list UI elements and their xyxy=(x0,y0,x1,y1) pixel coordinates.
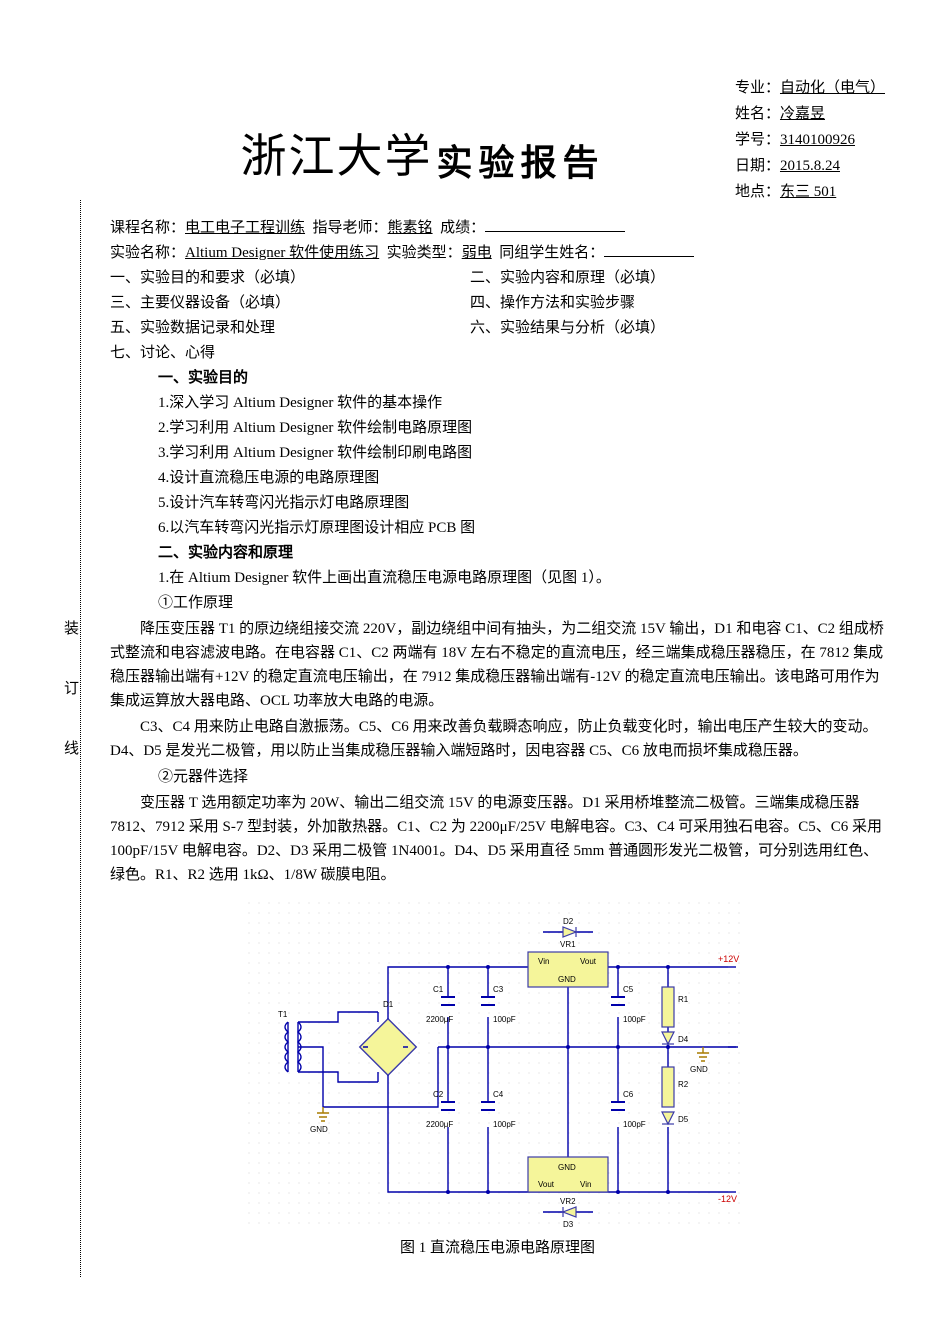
title-row: 浙江大学 实验报告 xyxy=(110,120,735,186)
lbl-c4v: 100pF xyxy=(493,1120,516,1129)
meta-box: 专业：自动化（电气） 姓名：冷嘉昱 学号：3140100926 日期：2015.… xyxy=(735,75,885,205)
meta-id-value: 3140100926 xyxy=(780,132,855,148)
sec2-p0: 1.在 Altium Designer 软件上画出直流稳压电源电路原理图（见图 … xyxy=(110,566,885,590)
lbl-vr1-vin: Vin xyxy=(538,957,549,966)
course-value: 电工电子工程训练 xyxy=(185,220,305,236)
lbl-c6v: 100pF xyxy=(623,1120,646,1129)
meta-date-value: 2015.8.24 xyxy=(780,158,840,174)
lbl-c6: C6 xyxy=(623,1090,634,1099)
figure-1-caption: 图 1 直流稳压电源电路原理图 xyxy=(110,1236,885,1260)
outline-l1: 一、实验目的和要求（必填） xyxy=(110,266,470,290)
sec1-i6: 6.以汽车转弯闪光指示灯原理图设计相应 PCB 图 xyxy=(110,516,885,540)
sec1-i5: 5.设计汽车转弯闪光指示灯电路原理图 xyxy=(110,491,885,515)
outline-l4: 七、讨论、心得 xyxy=(110,341,885,365)
binding-ding: 订 xyxy=(60,680,81,695)
lbl-d4: D4 xyxy=(678,1035,689,1044)
partner-label: 同组学生姓名： xyxy=(499,245,604,261)
partner-blank xyxy=(604,241,694,257)
lbl-c5: C5 xyxy=(623,985,634,994)
teacher-label: 指导老师： xyxy=(313,220,388,236)
lbl-c1: C1 xyxy=(433,985,444,994)
sec1-i4: 4.设计直流稳压电源的电路原理图 xyxy=(110,466,885,490)
lbl-d1: D1 xyxy=(383,1000,394,1009)
lbl-d5: D5 xyxy=(678,1115,689,1124)
lbl-c1v: 2200μF xyxy=(426,1015,453,1024)
course-label: 课程名称： xyxy=(110,220,185,236)
lbl-n12: -12V xyxy=(718,1194,737,1204)
outline-l3: 五、实验数据记录和处理 xyxy=(110,316,470,340)
lbl-r2: R2 xyxy=(678,1080,689,1089)
outline-r3: 六、实验结果与分析（必填） xyxy=(470,316,830,340)
binding-xian: 线 xyxy=(60,740,81,755)
lbl-t1: T1 xyxy=(278,1010,288,1019)
page: 装 订 线 专业：自动化（电气） 姓名：冷嘉昱 学号：3140100926 日期… xyxy=(0,0,945,1337)
lbl-vr2-vout: Vout xyxy=(538,1180,555,1189)
lbl-vr1: VR1 xyxy=(560,940,576,949)
lbl-d3: D3 xyxy=(563,1220,574,1229)
lbl-d2: D2 xyxy=(563,917,574,926)
lbl-c2v: 2200μF xyxy=(426,1120,453,1129)
grade-label: 成绩： xyxy=(440,220,485,236)
grade-blank xyxy=(485,216,625,232)
figure-1: T1 D1 C1 2200μF C3 100pF C2 2200μF C4 10… xyxy=(248,902,748,1232)
course-line: 课程名称：电工电子工程训练 指导老师：熊素铭 成绩： xyxy=(110,216,885,240)
meta-id-label: 学号： xyxy=(735,132,780,148)
expname-line: 实验名称：Altium Designer 软件使用练习 实验类型：弱电 同组学生… xyxy=(110,241,885,265)
lbl-c3: C3 xyxy=(493,985,504,994)
lbl-vr1-vout: Vout xyxy=(580,957,597,966)
sec1-i3: 3.学习利用 Altium Designer 软件绘制印刷电路图 xyxy=(110,441,885,465)
meta-major-value: 自动化（电气） xyxy=(780,80,885,96)
meta-major-label: 专业： xyxy=(735,80,780,96)
binding-line xyxy=(80,200,81,1277)
lbl-vr2: VR2 xyxy=(560,1197,576,1206)
sec1-i1: 1.深入学习 Altium Designer 软件的基本操作 xyxy=(110,391,885,415)
lbl-vr2-vin: Vin xyxy=(580,1180,591,1189)
sec2-sub2: ②元器件选择 xyxy=(110,765,885,789)
exptype-label: 实验类型： xyxy=(387,245,462,261)
lbl-vr2-gnd: GND xyxy=(558,1163,576,1172)
meta-name-label: 姓名： xyxy=(735,106,780,122)
sec2-p2: C3、C4 用来防止电路自激振荡。C5、C6 用来改善负载瞬态响应，防止负载变化… xyxy=(110,715,885,763)
binding-zhuang: 装 xyxy=(60,620,81,635)
sec2-title: 二、实验内容和原理 xyxy=(110,541,885,565)
title-rest: 实验报告 xyxy=(436,134,604,186)
lbl-vr1-gnd: GND xyxy=(558,975,576,984)
outline-r2: 四、操作方法和实验步骤 xyxy=(470,291,830,315)
meta-place-label: 地点： xyxy=(735,184,780,200)
title-script: 浙江大学 xyxy=(240,120,432,186)
lbl-c5v: 100pF xyxy=(623,1015,646,1024)
outline-r1: 二、实验内容和原理（必填） xyxy=(470,266,830,290)
lbl-r1: R1 xyxy=(678,995,689,1004)
sec2-p3: 变压器 T 选用额定功率为 20W、输出二组交流 15V 的电源变压器。D1 采… xyxy=(110,791,885,887)
lbl-c3v: 100pF xyxy=(493,1015,516,1024)
sec2-p1: 降压变压器 T1 的原边绕组接交流 220V，副边绕组中间有抽头，为二组交流 1… xyxy=(110,617,885,713)
expname-value: Altium Designer 软件使用练习 xyxy=(185,245,379,261)
meta-name-value: 冷嘉昱 xyxy=(780,106,825,122)
lbl-gnd1: GND xyxy=(310,1125,328,1134)
meta-date-label: 日期： xyxy=(735,158,780,174)
meta-place-value: 东三 501 xyxy=(780,184,836,200)
lbl-c4: C4 xyxy=(493,1090,504,1099)
expname-label: 实验名称： xyxy=(110,245,185,261)
sec1-title: 一、实验目的 xyxy=(110,366,885,390)
exptype-value: 弱电 xyxy=(462,245,492,261)
teacher-value: 熊素铭 xyxy=(388,220,433,236)
lbl-gnd2: GND xyxy=(690,1065,708,1074)
outline-l2: 三、主要仪器设备（必填） xyxy=(110,291,470,315)
sec1-i2: 2.学习利用 Altium Designer 软件绘制电路原理图 xyxy=(110,416,885,440)
lbl-c2: C2 xyxy=(433,1090,444,1099)
lbl-p12: +12V xyxy=(718,954,739,964)
sec2-sub1: ①工作原理 xyxy=(110,591,885,615)
content: 课程名称：电工电子工程训练 指导老师：熊素铭 成绩： 实验名称：Altium D… xyxy=(110,216,885,1260)
